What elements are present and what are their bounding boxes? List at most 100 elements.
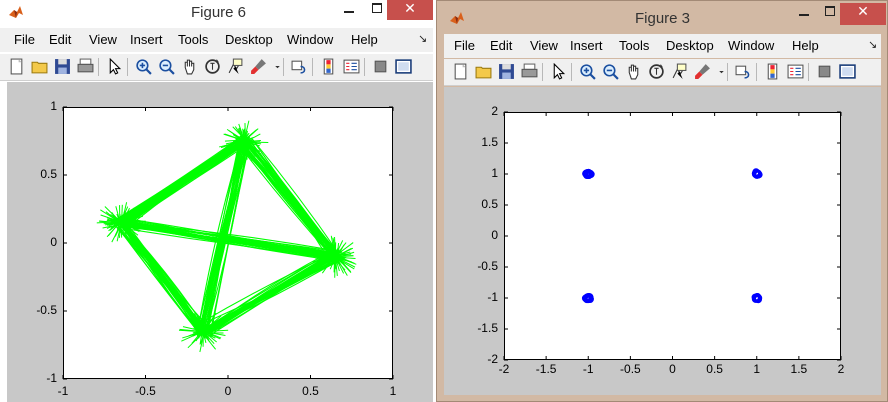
- y-tick-label: -0.5: [36, 303, 57, 317]
- constellation-spike: [318, 255, 336, 267]
- constellation-spike: [226, 128, 245, 141]
- green-trajectory: [96, 120, 357, 353]
- menu-insert[interactable]: Insert: [130, 32, 163, 47]
- constellation-spike: [336, 243, 340, 258]
- y-tick-label: -2: [487, 352, 498, 366]
- menu-edit[interactable]: Edit: [490, 38, 513, 53]
- menu-file[interactable]: File: [454, 38, 475, 53]
- x-tick-label: -1: [57, 384, 69, 398]
- open-file-icon[interactable]: [31, 58, 48, 75]
- show-plot-tools-icon[interactable]: [395, 58, 412, 75]
- save-icon[interactable]: [54, 58, 71, 75]
- close-button[interactable]: ✕: [840, 3, 886, 25]
- undock-arrow-icon[interactable]: ↘: [868, 38, 878, 51]
- minimize-button[interactable]: [789, 3, 819, 23]
- zoom-in-icon[interactable]: [135, 58, 152, 75]
- constellation-spike: [108, 220, 121, 225]
- menu-desktop[interactable]: Desktop: [225, 32, 273, 47]
- zoom-in-icon[interactable]: [579, 63, 596, 80]
- constellation-spike: [244, 132, 247, 141]
- constellation-spike: [318, 240, 335, 257]
- menu-help[interactable]: Help: [351, 32, 378, 47]
- menu-insert[interactable]: Insert: [570, 38, 603, 53]
- y-tick-label: -1: [487, 290, 498, 304]
- new-figure-icon[interactable]: [452, 63, 469, 80]
- constellation-spike: [324, 257, 336, 267]
- constellation-spike: [203, 323, 222, 332]
- constellation-spike: [100, 209, 122, 224]
- constellation-spike: [224, 133, 244, 141]
- trajectory-segment: [123, 136, 241, 226]
- trajectory-segment: [114, 222, 336, 252]
- figure-3-plot: [503, 111, 842, 361]
- rotate-3d-icon[interactable]: [648, 63, 665, 80]
- link-plot-icon[interactable]: [291, 58, 308, 75]
- toolbar-separator: [756, 63, 757, 81]
- pan-hand-icon[interactable]: [625, 63, 642, 80]
- menu-view[interactable]: View: [89, 32, 117, 47]
- figure-6-canvas: 1 0.5 0 -0.5 -1 -1 -0.5 0 0.5 1: [7, 82, 433, 402]
- figure-6-titlebar[interactable]: Figure 6 ✕: [0, 0, 433, 25]
- show-plot-tools-icon[interactable]: [839, 63, 856, 80]
- menu-window[interactable]: Window: [287, 32, 334, 47]
- hide-plot-tools-icon[interactable]: [816, 63, 833, 80]
- y-tick-label: 1: [50, 99, 57, 113]
- new-figure-icon[interactable]: [8, 58, 25, 75]
- constellation-spike: [335, 255, 357, 265]
- pan-hand-icon[interactable]: [181, 58, 198, 75]
- menu-desktop[interactable]: Desktop: [666, 38, 714, 53]
- hide-plot-tools-icon[interactable]: [372, 58, 389, 75]
- open-file-icon[interactable]: [475, 63, 492, 80]
- constellation-spike: [193, 328, 202, 334]
- figure-3-titlebar[interactable]: Figure 3 ✕: [437, 1, 887, 32]
- print-icon[interactable]: [521, 63, 538, 80]
- insert-legend-icon[interactable]: [787, 63, 804, 80]
- window-title: Figure 3: [635, 10, 691, 27]
- toolbar-separator: [727, 63, 728, 81]
- scatter-point: [753, 169, 761, 178]
- maximize-button[interactable]: [362, 0, 392, 20]
- edit-plot-arrow-icon[interactable]: [106, 58, 123, 75]
- y-tick-label: -1: [46, 371, 57, 385]
- data-cursor-icon[interactable]: [227, 58, 244, 75]
- constellation-spike: [236, 141, 244, 156]
- link-plot-icon[interactable]: [735, 63, 752, 80]
- menu-tools[interactable]: Tools: [619, 38, 650, 53]
- tick-marks: [503, 111, 842, 361]
- rotate-3d-icon[interactable]: [204, 58, 221, 75]
- data-cursor-icon[interactable]: [671, 63, 688, 80]
- brush-icon[interactable]: [250, 58, 267, 75]
- brush-dropdown-icon[interactable]: [717, 63, 726, 80]
- insert-colorbar-icon[interactable]: [764, 63, 781, 80]
- brush-dropdown-icon[interactable]: [273, 58, 282, 75]
- constellation-spike: [202, 331, 215, 345]
- trajectory-segment: [122, 221, 337, 260]
- menu-file[interactable]: File: [14, 32, 35, 47]
- edit-plot-arrow-icon[interactable]: [550, 63, 567, 80]
- figure-3-toolbar: [444, 59, 881, 86]
- y-tick-label: 1.5: [481, 135, 498, 149]
- close-button[interactable]: ✕: [387, 0, 433, 20]
- constellation-spike: [203, 314, 216, 332]
- constellation-spike: [110, 214, 123, 222]
- toolbar-separator: [312, 58, 313, 76]
- print-icon[interactable]: [77, 58, 94, 75]
- insert-legend-icon[interactable]: [343, 58, 360, 75]
- menu-help[interactable]: Help: [792, 38, 819, 53]
- brush-icon[interactable]: [694, 63, 711, 80]
- zoom-out-icon[interactable]: [602, 63, 619, 80]
- constellation-spike: [333, 257, 336, 273]
- menu-view[interactable]: View: [530, 38, 558, 53]
- maximize-button[interactable]: [815, 3, 845, 23]
- constellation-spike: [191, 329, 204, 344]
- menu-window[interactable]: Window: [728, 38, 775, 53]
- save-icon[interactable]: [498, 63, 515, 80]
- minimize-button[interactable]: [334, 0, 364, 20]
- menu-tools[interactable]: Tools: [178, 32, 209, 47]
- constellation-spike: [107, 219, 122, 222]
- undock-arrow-icon[interactable]: ↘: [418, 32, 428, 45]
- zoom-out-icon[interactable]: [158, 58, 175, 75]
- y-tick-label: 0: [491, 228, 498, 242]
- menu-edit[interactable]: Edit: [49, 32, 72, 47]
- insert-colorbar-icon[interactable]: [320, 58, 337, 75]
